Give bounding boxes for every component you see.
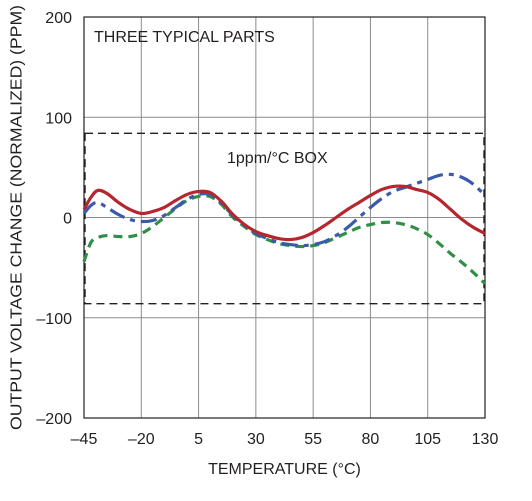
plot-frame xyxy=(83,16,486,419)
x-tick-label: –20 xyxy=(128,431,155,448)
grid xyxy=(84,17,485,418)
series-line-1 xyxy=(82,184,486,242)
y-tick-label: 0 xyxy=(63,211,72,228)
y-tick-label: –200 xyxy=(36,411,72,428)
x-axis-label: TEMPERATURE (°C) xyxy=(208,461,361,478)
x-tick-label: 30 xyxy=(247,431,265,448)
y-axis-label: OUTPUT VOLTAGE CHANGE (NORMALIZED) (PPM) xyxy=(9,5,26,430)
box-annotation: 1ppm/°C BOX xyxy=(227,150,328,167)
y-tick-label: 200 xyxy=(45,10,72,27)
parts-annotation: THREE TYPICAL PARTS xyxy=(94,29,275,46)
y-tick-label: 100 xyxy=(45,110,72,127)
series-layer xyxy=(82,172,487,285)
x-tick-label: 130 xyxy=(472,431,499,448)
y-tick-labels: 200 100 0 –100 –200 xyxy=(36,10,72,428)
x-tick-labels: –45 –20 5 30 55 80 105 130 xyxy=(71,431,499,448)
x-tick-label: 80 xyxy=(362,431,380,448)
tolerance-box xyxy=(84,132,485,305)
y-tick-label: –100 xyxy=(36,311,72,328)
x-tick-label: 55 xyxy=(304,431,322,448)
series-line-3 xyxy=(82,194,487,285)
x-tick-label: 105 xyxy=(414,431,441,448)
series-line-2 xyxy=(82,172,487,248)
x-tick-label: 5 xyxy=(194,431,203,448)
x-tick-label: –45 xyxy=(71,431,98,448)
